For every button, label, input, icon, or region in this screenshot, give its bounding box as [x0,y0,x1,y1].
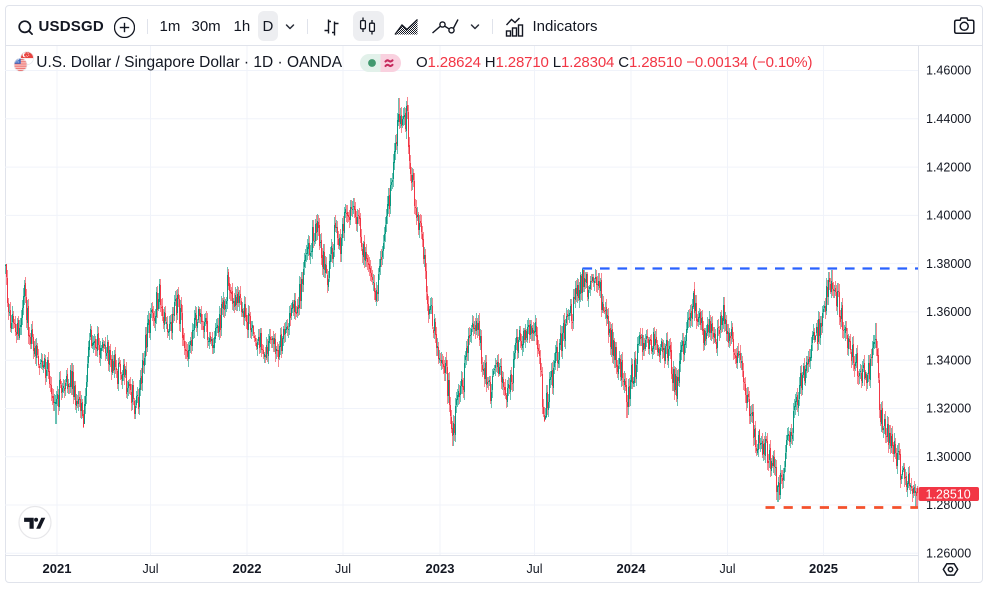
svg-text:2025: 2025 [809,561,838,576]
svg-text:1.32000: 1.32000 [926,402,971,416]
svg-text:2024: 2024 [617,561,647,576]
svg-text:1.26000: 1.26000 [926,547,971,561]
svg-text:1.28510: 1.28510 [926,487,971,501]
svg-text:1.34000: 1.34000 [926,353,971,367]
svg-text:Jul: Jul [143,562,159,576]
svg-text:1.44000: 1.44000 [926,112,971,126]
svg-text:1.40000: 1.40000 [926,209,971,223]
svg-text:Jul: Jul [527,562,543,576]
svg-text:2023: 2023 [426,561,455,576]
svg-text:Jul: Jul [720,562,736,576]
svg-text:2021: 2021 [43,561,72,576]
svg-text:2022: 2022 [233,561,262,576]
svg-text:1.28000: 1.28000 [926,498,971,512]
svg-text:1.42000: 1.42000 [926,160,971,174]
svg-text:1.30000: 1.30000 [926,450,971,464]
svg-text:1.38000: 1.38000 [926,257,971,271]
svg-text:Jul: Jul [335,562,351,576]
svg-text:1.46000: 1.46000 [926,64,971,78]
svg-text:1.36000: 1.36000 [926,305,971,319]
